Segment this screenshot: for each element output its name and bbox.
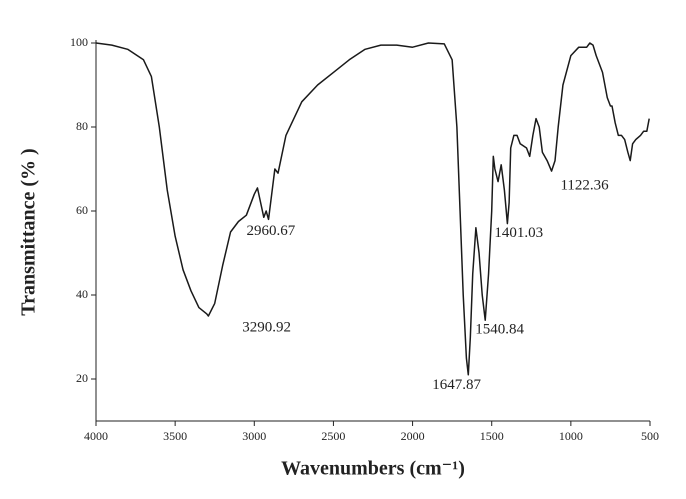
y-tick-label: 40 bbox=[76, 287, 88, 301]
x-tick-label: 500 bbox=[641, 429, 659, 443]
spectrum-line bbox=[95, 42, 650, 376]
x-tick-label: 3500 bbox=[163, 429, 187, 443]
y-tick-label: 20 bbox=[76, 371, 88, 385]
x-tick-label: 4000 bbox=[84, 429, 108, 443]
peak-label: 1540.84 bbox=[475, 322, 524, 338]
peak-label: 3290.92 bbox=[242, 319, 291, 335]
x-tick-label: 2000 bbox=[401, 429, 425, 443]
peak-label: 1647.87 bbox=[432, 377, 481, 393]
peak-label: 2960.67 bbox=[247, 223, 296, 239]
y-tick-label: 60 bbox=[76, 203, 88, 217]
peak-label: 1401.03 bbox=[494, 225, 543, 241]
x-tick-label: 1500 bbox=[480, 429, 504, 443]
y-axis-title: Transmittance (% ) bbox=[18, 148, 40, 315]
peak-label: 1122.36 bbox=[560, 178, 609, 194]
y-tick-label: 80 bbox=[76, 119, 88, 133]
y-tick-label: 100 bbox=[70, 35, 88, 49]
x-tick-label: 2500 bbox=[321, 429, 345, 443]
x-axis-title: Wavenumbers (cm⁻¹) bbox=[281, 458, 465, 480]
x-tick-label: 1000 bbox=[559, 429, 583, 443]
x-tick-label: 3000 bbox=[242, 429, 266, 443]
